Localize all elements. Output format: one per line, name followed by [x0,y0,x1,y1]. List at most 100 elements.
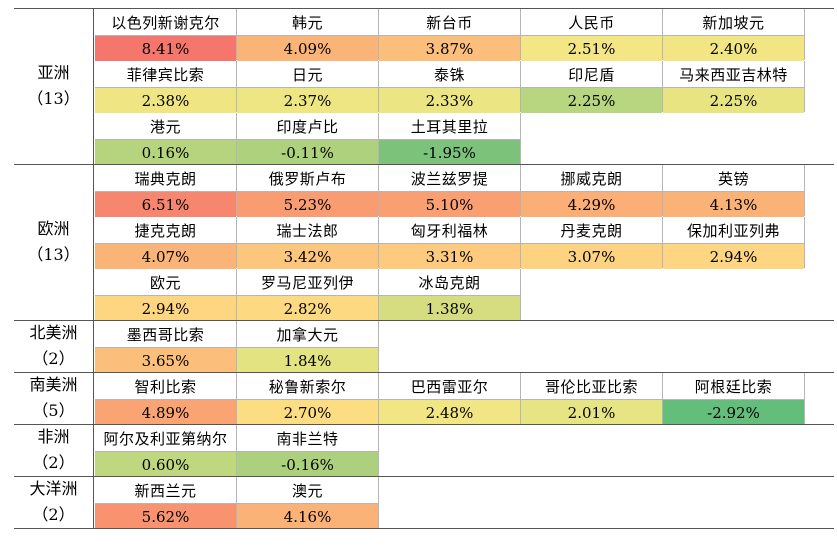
currency-change-value: 0.60% [95,452,236,477]
currency-cell: 秘鲁新索尔 2.70% [237,373,379,425]
currency-change-value: 4.29% [521,192,662,217]
currency-name: 秘鲁新索尔 [237,373,378,400]
currency-name: 匈牙利福林 [379,217,520,244]
region-count: （13） [27,89,80,108]
region-label: 南美洲 （5） [14,372,94,424]
currency-cell: 菲律宾比索 2.38% [95,61,237,113]
currency-cell: 阿尔及利亚第纳尔 0.60% [95,425,237,477]
currency-cell: 匈牙利福林 3.31% [379,217,521,269]
currency-name: 挪威克朗 [521,165,662,192]
currency-name: 印度卢比 [237,113,378,140]
region-divider [14,528,834,529]
currency-change-value: 3.31% [379,244,520,269]
currency-change-value: 2.33% [379,88,520,113]
currency-name: 以色列新谢克尔 [95,9,236,36]
currency-change-value: 2.51% [521,36,662,61]
currency-change-value: 2.25% [521,88,662,113]
currency-change-value: -0.11% [237,140,378,165]
currency-name: 丹麦克朗 [521,217,662,244]
currency-change-table: 亚洲 （13） 以色列新谢克尔 8.41% 韩元 4.09% 新台币 3.87% 人民币 2.51… [14,8,834,534]
currency-cell: 泰铢 2.33% [379,61,521,113]
currency-cell: 新西兰元 5.62% [95,477,237,529]
currency-name: 马来西亚吉林特 [663,61,804,88]
currency-cell: 丹麦克朗 3.07% [521,217,663,269]
region-count: （5） [32,401,75,420]
currency-cell: 捷克克朗 4.07% [95,217,237,269]
currency-cell: 印度卢比 -0.11% [237,113,379,165]
currency-change-value: 2.40% [663,36,804,61]
currency-change-value: 6.51% [95,192,236,217]
currency-name: 哥伦比亚比索 [521,373,662,400]
currency-cell: 新台币 3.87% [379,9,521,61]
region-count: （2） [32,505,75,524]
currency-cell: 港元 0.16% [95,113,237,165]
currency-change-value: 1.84% [237,348,378,373]
currency-cell: 日元 2.37% [237,61,379,113]
currency-cell: 俄罗斯卢布 5.23% [237,165,379,217]
currency-change-value: 2.94% [663,244,804,269]
region-label: 欧洲 （13） [14,164,94,320]
currency-change-value: -0.16% [237,452,378,477]
currency-name: 阿尔及利亚第纳尔 [95,425,236,452]
region-name: 亚洲 [37,63,70,82]
region-name: 大洋洲 [29,479,78,498]
currency-change-value: 5.10% [379,192,520,217]
currency-cell: 冰岛克朗 1.38% [379,269,521,321]
region-count: （13） [27,245,80,264]
currency-cell: 南非兰特 -0.16% [237,425,379,477]
region-divider [14,476,834,477]
currency-change-value: 2.94% [95,296,236,321]
currency-cell: 瑞士法郎 3.42% [237,217,379,269]
currency-change-value: 4.13% [663,192,804,217]
currency-change-value: 4.07% [95,244,236,269]
currency-name: 新西兰元 [95,477,236,504]
region-divider [14,372,834,373]
currency-name: 新加坡元 [663,9,804,36]
table-border [14,8,834,9]
region-label: 亚洲 （13） [14,8,94,164]
currency-cell: 土耳其里拉 -1.95% [379,113,521,165]
currency-name: 智利比索 [95,373,236,400]
currency-change-value: 2.70% [237,400,378,425]
region-name: 非洲 [37,427,70,446]
currency-cell: 欧元 2.94% [95,269,237,321]
currency-change-value: 4.16% [237,504,378,529]
currency-cell: 新加坡元 2.40% [663,9,805,61]
currency-change-value: 3.07% [521,244,662,269]
currency-change-value: 1.38% [379,296,520,321]
currency-cell: 智利比索 4.89% [95,373,237,425]
currency-name: 阿根廷比索 [663,373,804,400]
region-label: 大洋洲 （2） [14,476,94,528]
currency-change-value: 2.38% [95,88,236,113]
currency-change-value: 4.89% [95,400,236,425]
region-count: （2） [32,453,75,472]
currency-change-value: 2.37% [237,88,378,113]
currency-change-value: 3.87% [379,36,520,61]
currency-change-value: 2.25% [663,88,804,113]
currency-name: 欧元 [95,269,236,296]
currency-change-value: 5.23% [237,192,378,217]
currency-change-value: 2.82% [237,296,378,321]
currency-cell: 加拿大元 1.84% [237,321,379,373]
currency-cell: 哥伦比亚比索 2.01% [521,373,663,425]
region-label: 北美洲 （2） [14,320,94,372]
currency-cell: 澳元 4.16% [237,477,379,529]
currency-cell: 以色列新谢克尔 8.41% [95,9,237,61]
currency-name: 巴西雷亚尔 [379,373,520,400]
currency-name: 新台币 [379,9,520,36]
currency-change-value: 2.48% [379,400,520,425]
currency-name: 菲律宾比索 [95,61,236,88]
currency-name: 俄罗斯卢布 [237,165,378,192]
currency-cell: 墨西哥比索 3.65% [95,321,237,373]
currency-change-value: 8.41% [95,36,236,61]
currency-name: 冰岛克朗 [379,269,520,296]
currency-name: 瑞士法郎 [237,217,378,244]
currency-change-value: 4.09% [237,36,378,61]
currency-cell: 巴西雷亚尔 2.48% [379,373,521,425]
currency-name: 加拿大元 [237,321,378,348]
currency-name: 南非兰特 [237,425,378,452]
currency-name: 捷克克朗 [95,217,236,244]
currency-cell: 波兰兹罗提 5.10% [379,165,521,217]
currency-change-value: -2.92% [663,400,804,425]
currency-name: 澳元 [237,477,378,504]
